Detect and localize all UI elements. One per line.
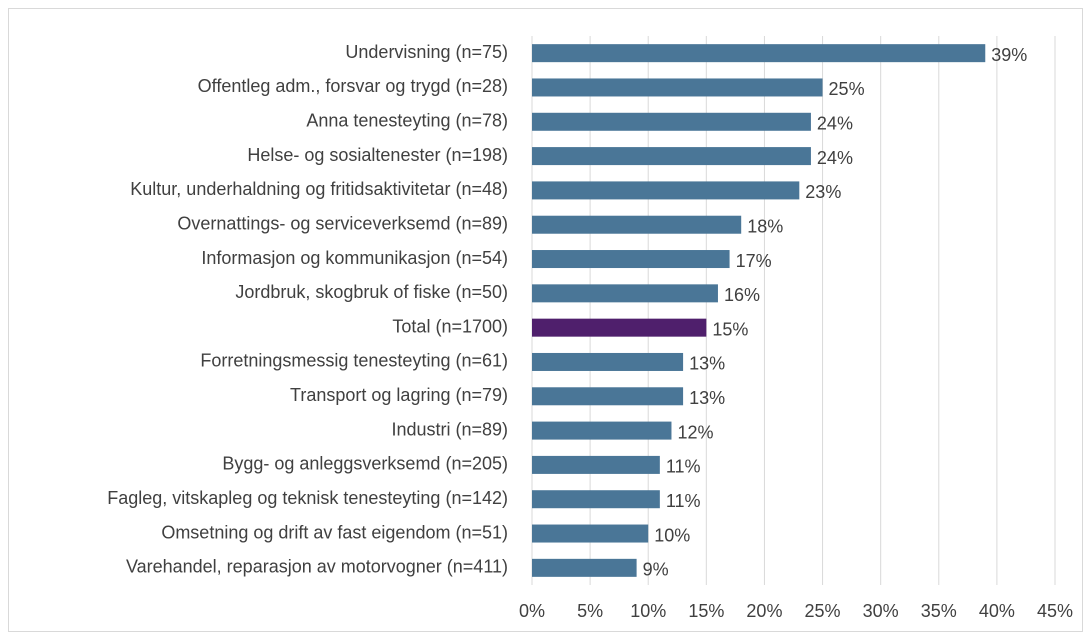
y-tick-label: Offentleg adm., forsvar og trygd (n=28): [198, 76, 508, 96]
data-label: 24%: [817, 148, 853, 168]
bar: [532, 387, 684, 406]
bar: [532, 78, 823, 97]
bar: [532, 147, 811, 166]
x-tick-label: 0%: [519, 601, 545, 621]
data-label: 10%: [654, 525, 690, 545]
data-label: 17%: [736, 251, 772, 271]
data-label: 13%: [689, 388, 725, 408]
y-tick-label: Undervisning (n=75): [345, 42, 508, 62]
data-label: 25%: [829, 79, 865, 99]
y-tick-label: Anna tenesteyting (n=78): [306, 111, 508, 131]
y-tick-label: Bygg- og anleggsverksemd (n=205): [222, 454, 508, 474]
bar: [532, 44, 986, 63]
x-tick-label: 35%: [921, 601, 957, 621]
y-tick-label: Informasjon og kommunikasjon (n=54): [201, 248, 508, 268]
data-label: 11%: [666, 457, 701, 477]
x-tick-label: 15%: [688, 601, 724, 621]
x-tick-label: 5%: [577, 601, 603, 621]
data-label: 39%: [991, 45, 1027, 65]
bar: [532, 352, 684, 371]
y-tick-label: Transport og lagring (n=79): [290, 385, 508, 405]
data-label: 12%: [677, 422, 713, 442]
bar: [532, 215, 742, 234]
data-label: 18%: [747, 216, 783, 236]
data-label: 13%: [689, 354, 725, 374]
y-tick-label: Kultur, underhaldning og fritidsaktivite…: [130, 179, 508, 199]
bar: [532, 112, 811, 131]
y-tick-label: Total (n=1700): [392, 316, 508, 336]
data-label: 23%: [805, 182, 841, 202]
y-tick-label: Overnattings- og serviceverksemd (n=89): [177, 213, 508, 233]
data-label: 15%: [712, 319, 748, 339]
y-tick-label: Varehandel, reparasjon av motorvogner (n…: [126, 557, 508, 577]
x-tick-label: 25%: [805, 601, 841, 621]
bar: [532, 558, 637, 577]
bar: [532, 490, 660, 509]
x-tick-label: 20%: [746, 601, 782, 621]
bar: [532, 455, 660, 474]
data-label: 16%: [724, 285, 760, 305]
y-tick-label: Helse- og sosialtenester (n=198): [247, 145, 508, 165]
y-tick-label: Industri (n=89): [391, 419, 508, 439]
data-label: 9%: [643, 560, 669, 580]
y-tick-label: Fagleg, vitskapleg og teknisk tenesteyti…: [107, 488, 508, 508]
y-tick-label: Jordbruk, skogbruk of fiske (n=50): [235, 282, 508, 302]
bar: [532, 284, 718, 303]
y-tick-label: Omsetning og drift av fast eigendom (n=5…: [161, 522, 508, 542]
x-tick-label: 10%: [630, 601, 666, 621]
x-tick-label: 30%: [863, 601, 899, 621]
bar: [532, 421, 672, 440]
x-tick-label: 45%: [1037, 601, 1073, 621]
bar: [532, 250, 730, 269]
bar: [532, 524, 649, 543]
data-label: 11%: [666, 491, 701, 511]
y-tick-label: Forretningsmessig tenesteyting (n=61): [200, 351, 508, 371]
bar: [532, 181, 800, 200]
x-tick-label: 40%: [979, 601, 1015, 621]
bar: [532, 318, 707, 337]
data-label: 24%: [817, 114, 853, 134]
